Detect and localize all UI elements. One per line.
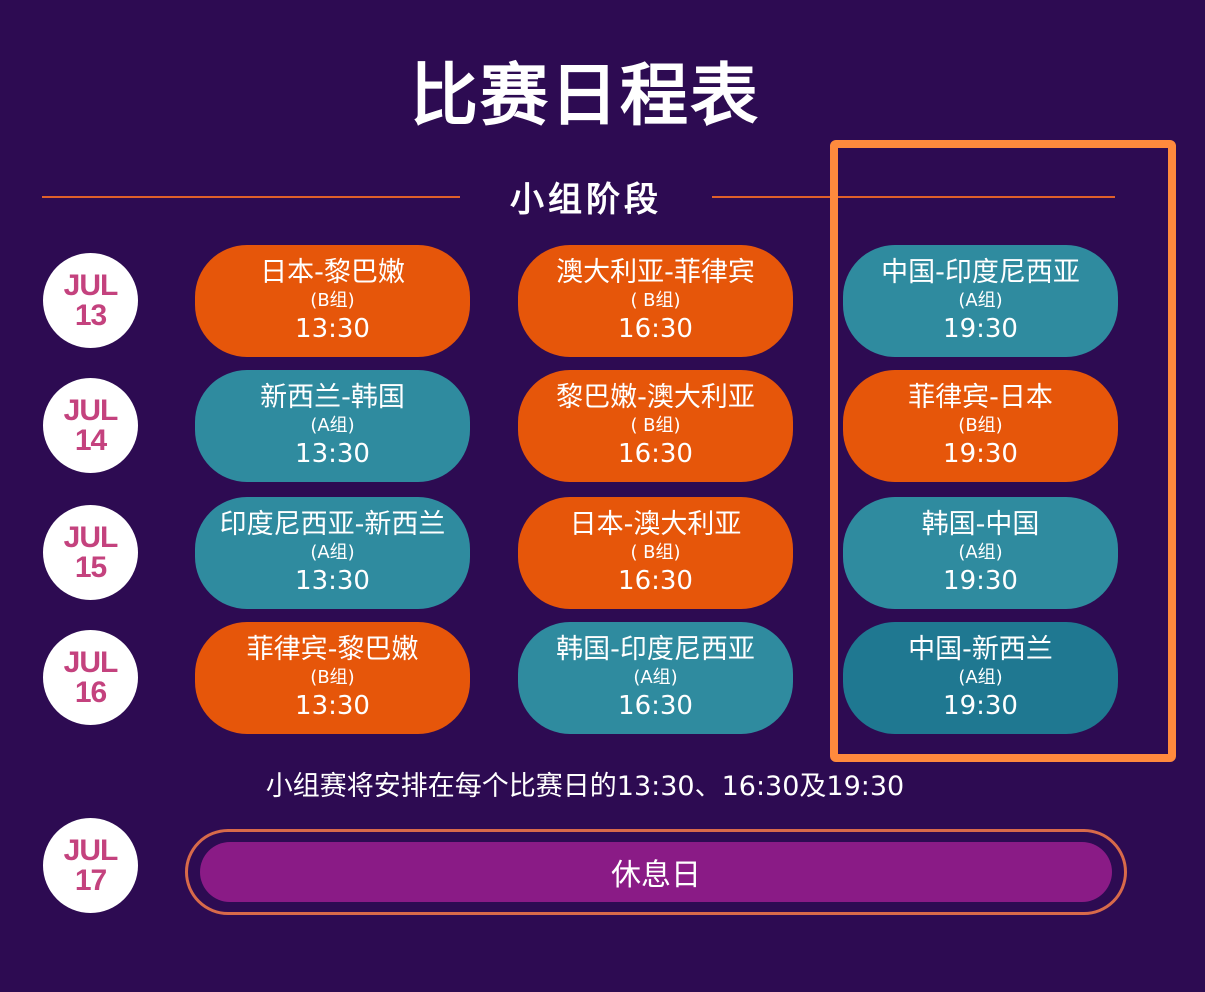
- date-badge: JUL 16: [43, 630, 138, 725]
- match-group: ( B组): [630, 542, 681, 563]
- schedule-note: 小组赛将安排在每个比赛日的13:30、16:30及19:30: [265, 771, 905, 802]
- match-time: 13:30: [295, 691, 370, 721]
- rest-day-label: 休息日: [200, 842, 1112, 902]
- match-group: (B组): [310, 667, 355, 688]
- match-time: 16:30: [618, 314, 693, 344]
- date-day: 13: [74, 298, 107, 332]
- match-group: ( B组): [630, 415, 681, 436]
- match-time: 16:30: [618, 566, 693, 596]
- date-day: 15: [74, 550, 107, 584]
- date-badge: JUL 17: [43, 818, 138, 913]
- match-card[interactable]: 日本-澳大利亚 ( B组) 16:30: [518, 497, 793, 609]
- rest-day-bar: 休息日: [185, 829, 1127, 915]
- match-card[interactable]: 新西兰-韩国 (A组) 13:30: [195, 370, 470, 482]
- match-teams: 澳大利亚-菲律宾: [556, 257, 755, 288]
- match-card[interactable]: 菲律宾-黎巴嫩 (B组) 13:30: [195, 622, 470, 734]
- match-card[interactable]: 韩国-印度尼西亚 (A组) 16:30: [518, 622, 793, 734]
- match-teams: 韩国-中国: [921, 509, 1040, 540]
- match-teams: 菲律宾-日本: [908, 382, 1053, 413]
- match-teams: 中国-印度尼西亚: [881, 257, 1080, 288]
- date-day: 16: [74, 675, 107, 709]
- match-teams: 黎巴嫩-澳大利亚: [556, 382, 755, 413]
- match-group: ( B组): [630, 290, 681, 311]
- match-teams: 中国-新西兰: [908, 634, 1053, 665]
- match-time: 19:30: [943, 439, 1018, 469]
- divider-left: [42, 196, 460, 198]
- match-group: (A组): [958, 290, 1003, 311]
- match-teams: 日本-黎巴嫩: [260, 257, 405, 288]
- match-teams: 菲律宾-黎巴嫩: [246, 634, 419, 665]
- match-group: (A组): [310, 415, 355, 436]
- date-month: JUL: [63, 833, 119, 867]
- match-teams: 日本-澳大利亚: [569, 509, 742, 540]
- date-day: 14: [74, 423, 107, 457]
- date-month: JUL: [63, 393, 119, 427]
- match-teams: 韩国-印度尼西亚: [556, 634, 755, 665]
- match-time: 13:30: [295, 439, 370, 469]
- match-group: (A组): [310, 542, 355, 563]
- match-card[interactable]: 中国-新西兰 (A组) 19:30: [843, 622, 1118, 734]
- match-group: (A组): [633, 667, 678, 688]
- match-card[interactable]: 黎巴嫩-澳大利亚 ( B组) 16:30: [518, 370, 793, 482]
- match-card[interactable]: 菲律宾-日本 (B组) 19:30: [843, 370, 1118, 482]
- match-time: 19:30: [943, 314, 1018, 344]
- section-title: 小组阶段: [510, 180, 662, 220]
- match-group: (B组): [958, 415, 1003, 436]
- match-time: 19:30: [943, 691, 1018, 721]
- divider-right: [712, 196, 1115, 198]
- date-badge: JUL 15: [43, 505, 138, 600]
- date-month: JUL: [63, 268, 119, 302]
- match-card[interactable]: 中国-印度尼西亚 (A组) 19:30: [843, 245, 1118, 357]
- date-month: JUL: [63, 520, 119, 554]
- match-time: 16:30: [618, 691, 693, 721]
- match-card[interactable]: 澳大利亚-菲律宾 ( B组) 16:30: [518, 245, 793, 357]
- match-time: 13:30: [295, 314, 370, 344]
- match-time: 16:30: [618, 439, 693, 469]
- match-card[interactable]: 印度尼西亚-新西兰 (A组) 13:30: [195, 497, 470, 609]
- match-time: 19:30: [943, 566, 1018, 596]
- match-group: (A组): [958, 667, 1003, 688]
- date-day: 17: [74, 863, 107, 897]
- date-month: JUL: [63, 645, 119, 679]
- page-title: 比赛日程表: [409, 57, 760, 136]
- match-group: (A组): [958, 542, 1003, 563]
- highlight-box: [830, 140, 1176, 762]
- match-teams: 印度尼西亚-新西兰: [219, 509, 446, 540]
- date-badge: JUL 14: [43, 378, 138, 473]
- date-badge: JUL 13: [43, 253, 138, 348]
- match-time: 13:30: [295, 566, 370, 596]
- match-group: (B组): [310, 290, 355, 311]
- match-teams: 新西兰-韩国: [260, 382, 405, 413]
- match-card[interactable]: 韩国-中国 (A组) 19:30: [843, 497, 1118, 609]
- match-card[interactable]: 日本-黎巴嫩 (B组) 13:30: [195, 245, 470, 357]
